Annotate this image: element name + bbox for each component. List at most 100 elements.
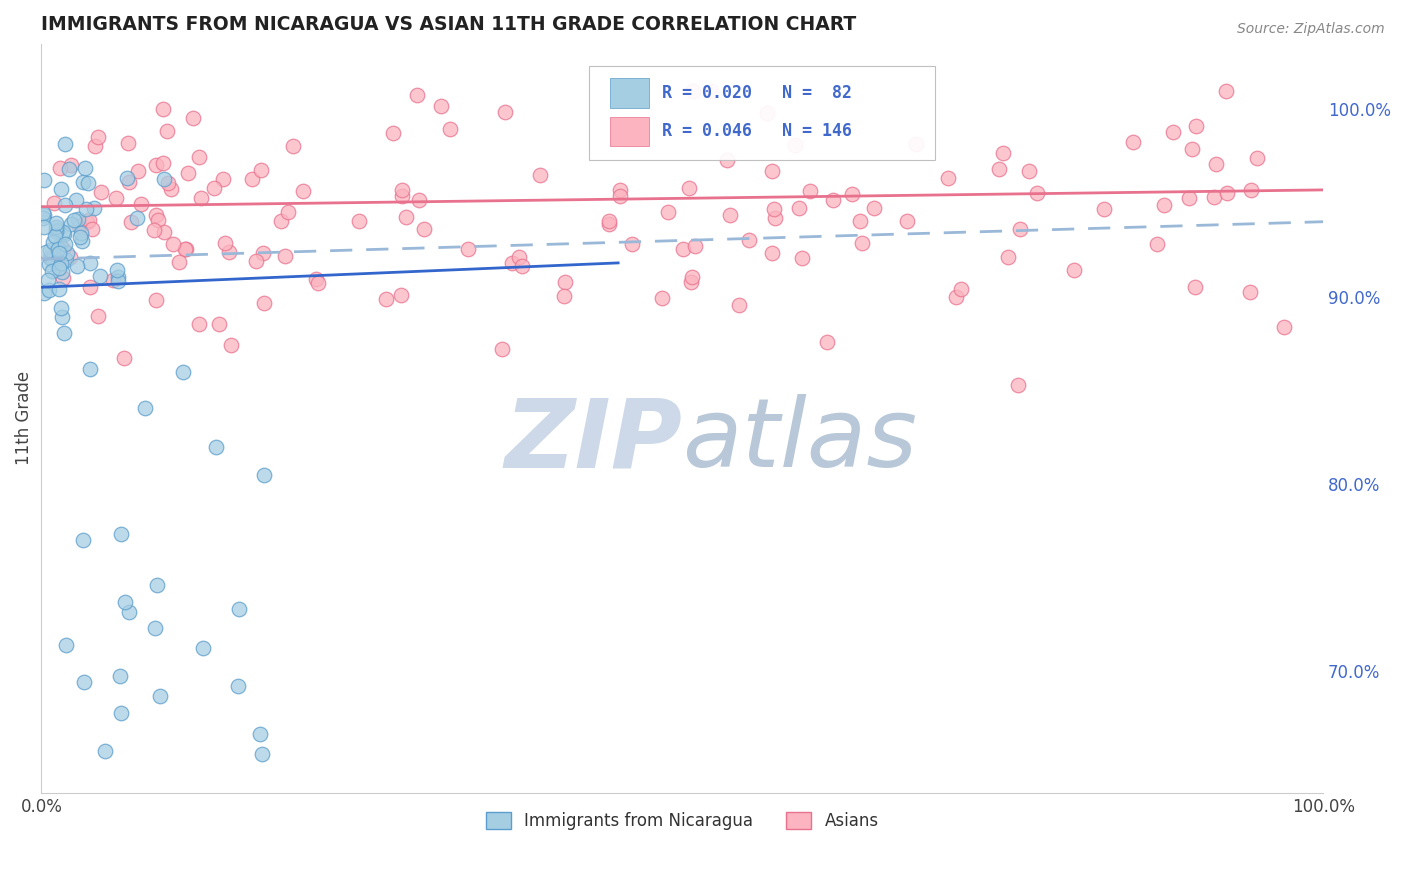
Point	[249, 163, 271, 178]
Text: R = 0.020   N =  82: R = 0.020 N = 82	[662, 84, 852, 102]
Point	[226, 680, 249, 694]
Point	[1184, 280, 1206, 294]
Point	[1092, 202, 1115, 216]
Point	[841, 187, 863, 202]
Point	[718, 208, 741, 222]
Point	[501, 256, 523, 270]
Point	[391, 183, 413, 197]
Point	[945, 290, 967, 304]
Point	[181, 111, 204, 125]
Point	[1018, 163, 1040, 178]
Point	[73, 674, 96, 689]
Point	[52, 242, 75, 256]
Point	[1205, 156, 1227, 170]
Point	[395, 210, 418, 224]
Point	[117, 136, 139, 150]
Point	[738, 233, 761, 247]
Point	[87, 309, 110, 323]
Point	[991, 146, 1014, 161]
Point	[69, 229, 91, 244]
Point	[657, 205, 679, 219]
Point	[152, 156, 174, 170]
Point	[1272, 320, 1295, 334]
Point	[53, 197, 76, 211]
Point	[72, 176, 94, 190]
Point	[31, 211, 53, 226]
Point	[188, 317, 211, 331]
Point	[253, 468, 276, 483]
Point	[439, 122, 461, 136]
Point	[815, 335, 838, 350]
Point	[79, 362, 101, 376]
Point	[790, 251, 813, 265]
Point	[167, 255, 190, 269]
Point	[228, 602, 250, 616]
Point	[101, 273, 124, 287]
Point	[997, 250, 1019, 264]
Point	[45, 223, 67, 237]
Point	[56, 246, 79, 260]
Point	[37, 273, 59, 287]
Point	[202, 181, 225, 195]
Point	[72, 533, 94, 548]
Point	[62, 213, 84, 227]
Point	[1239, 285, 1261, 299]
Point	[761, 245, 783, 260]
Point	[107, 274, 129, 288]
Point	[1204, 190, 1226, 204]
Point	[681, 276, 703, 290]
Point	[118, 175, 141, 189]
Point	[651, 291, 673, 305]
Point	[727, 298, 749, 312]
Y-axis label: 11th Grade: 11th Grade	[15, 371, 32, 466]
Point	[716, 153, 738, 168]
Point	[212, 172, 235, 186]
Point	[508, 250, 530, 264]
Point	[39, 250, 62, 264]
Point	[252, 747, 274, 762]
Point	[1122, 136, 1144, 150]
Point	[208, 317, 231, 331]
Point	[1008, 222, 1031, 236]
Point	[1063, 263, 1085, 277]
Point	[381, 127, 404, 141]
Point	[253, 296, 276, 310]
Point	[41, 252, 63, 266]
Point	[59, 250, 82, 264]
Point	[609, 184, 631, 198]
Point	[51, 265, 73, 279]
Point	[160, 182, 183, 196]
Point	[83, 201, 105, 215]
Point	[48, 242, 70, 256]
Point	[65, 194, 87, 208]
Point	[52, 225, 75, 239]
Point	[66, 259, 89, 273]
Point	[120, 214, 142, 228]
Point	[89, 269, 111, 284]
Point	[391, 188, 413, 202]
Point	[49, 182, 72, 196]
Point	[1184, 120, 1206, 134]
Point	[683, 239, 706, 253]
Point	[214, 236, 236, 251]
Point	[134, 401, 156, 415]
Point	[349, 213, 371, 227]
Point	[1007, 378, 1029, 392]
Point	[32, 285, 55, 300]
Point	[1178, 191, 1201, 205]
Point	[249, 727, 271, 741]
Point	[35, 245, 58, 260]
Point	[66, 212, 89, 227]
Point	[53, 136, 76, 151]
Point	[44, 195, 66, 210]
Point	[190, 192, 212, 206]
Point	[172, 366, 194, 380]
Point	[51, 310, 73, 325]
Point	[949, 282, 972, 296]
Point	[305, 272, 328, 286]
Point	[84, 139, 107, 153]
Point	[80, 222, 103, 236]
Point	[763, 202, 786, 217]
Point	[529, 168, 551, 182]
Point	[110, 706, 132, 720]
